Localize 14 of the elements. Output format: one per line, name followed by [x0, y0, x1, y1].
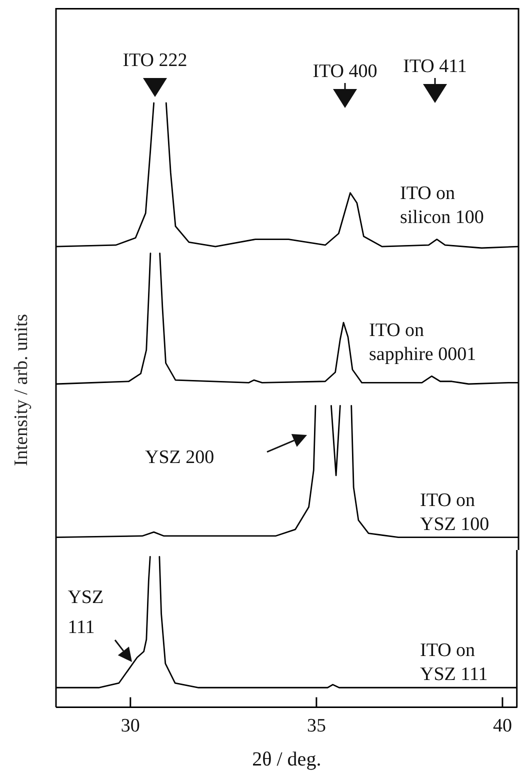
text: ITO 411 — [403, 56, 467, 77]
text: ITO 222 — [122, 50, 188, 71]
x-tick-label: 30 — [120, 716, 140, 737]
text: ITO 400 — [312, 61, 378, 82]
y-axis-title: Intensity / arb. units — [11, 314, 33, 466]
annotation: YSZ 200 — [145, 447, 214, 468]
x-axis-title: 2θ / deg. — [252, 748, 322, 770]
x-tick-label: 35 — [306, 716, 326, 737]
series-label: ITO on silicon 100 — [400, 183, 484, 228]
annotation: YSZ 111 — [68, 587, 104, 638]
x-tick-label: 40 — [492, 716, 512, 737]
series-label: ITO on YSZ 111 — [420, 640, 488, 685]
series-label: ITO on YSZ 100 — [420, 490, 490, 535]
series-label: ITO on sapphire 0001 — [369, 320, 476, 365]
